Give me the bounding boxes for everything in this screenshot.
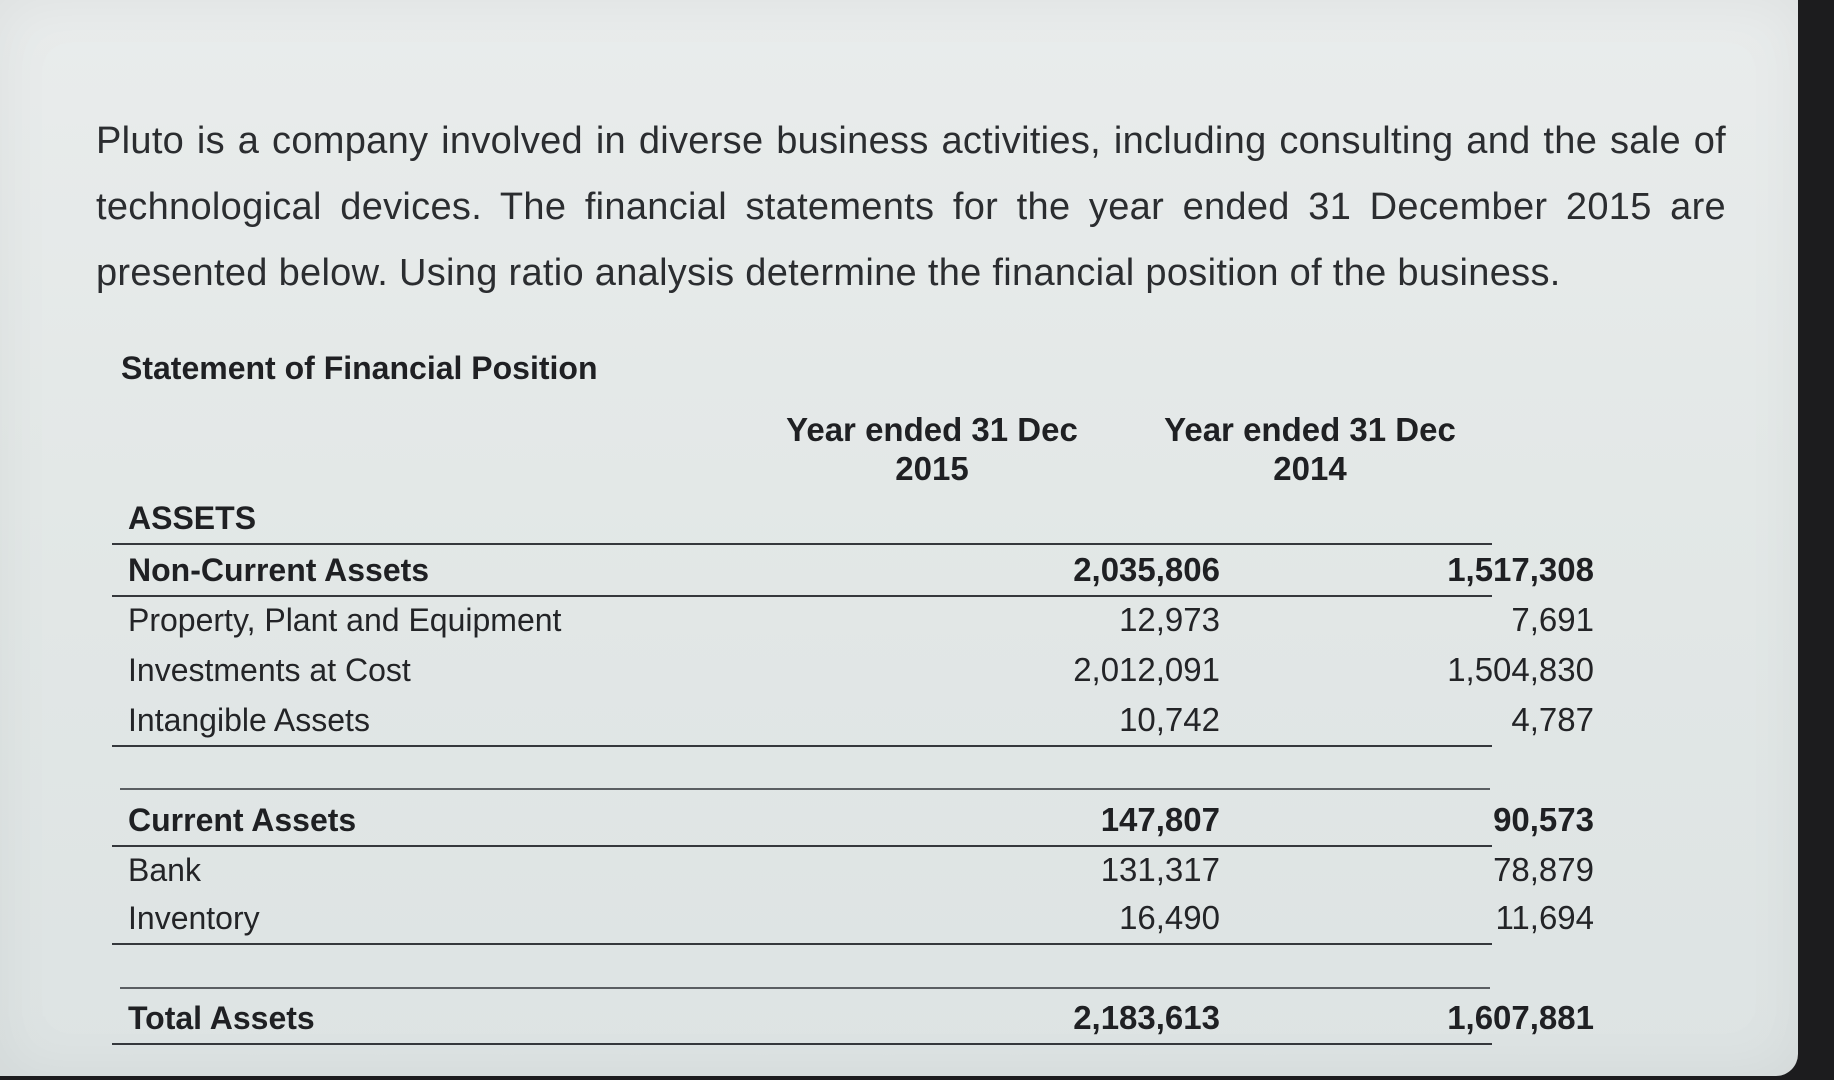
row-label: ASSETS (128, 500, 257, 536)
row-total-assets: Total Assets 2,183,613 1,607,881 (112, 995, 1594, 1045)
row-label: Bank (128, 852, 201, 888)
row-property-plant-equipment: Property, Plant and Equipment 12,973 7,6… (112, 597, 1594, 647)
value-2015: 2,012,091 (1073, 651, 1220, 688)
divider (112, 595, 1492, 597)
column-header-2015: Year ended 31 Dec 2015 (752, 410, 1112, 488)
value-2015: 131,317 (1100, 851, 1220, 888)
row-label: Total Assets (128, 1000, 315, 1036)
row-non-current-assets: Non-Current Assets 2,035,806 1,517,308 (112, 547, 1594, 597)
row-current-assets: Current Assets 147,807 90,573 (112, 797, 1594, 847)
row-label: Inventory (128, 900, 260, 936)
column-header-2014-line1: Year ended 31 Dec (1164, 411, 1456, 448)
row-label: Property, Plant and Equipment (128, 602, 562, 638)
row-intangible-assets: Intangible Assets 10,742 4,787 (112, 697, 1594, 747)
row-investments-at-cost: Investments at Cost 2,012,091 1,504,830 (112, 647, 1594, 697)
value-2014: 78,879 (1493, 851, 1594, 888)
column-header-2014-line2: 2014 (1273, 450, 1347, 487)
section-divider (120, 987, 1490, 989)
intro-paragraph: Pluto is a company involved in diverse b… (96, 120, 1726, 294)
column-header-2015-line1: Year ended 31 Dec (786, 411, 1078, 448)
row-bank: Bank 131,317 78,879 (112, 847, 1594, 897)
value-2015: 2,183,613 (1073, 999, 1220, 1036)
value-2014: 1,504,830 (1447, 651, 1594, 688)
divider (112, 543, 1492, 545)
value-2014: 90,573 (1493, 801, 1594, 838)
row-label: Intangible Assets (128, 702, 370, 738)
divider (112, 943, 1492, 945)
statement-title: Statement of Financial Position (121, 350, 598, 386)
divider (112, 1043, 1492, 1045)
section-divider (120, 788, 1490, 790)
value-2015: 12,973 (1119, 601, 1220, 638)
divider (112, 845, 1492, 847)
value-2014: 1,517,308 (1447, 551, 1594, 588)
value-2014: 4,787 (1511, 701, 1594, 738)
value-2015: 10,742 (1119, 701, 1220, 738)
divider (112, 745, 1492, 747)
row-label: Investments at Cost (128, 652, 411, 688)
value-2014: 11,694 (1495, 899, 1594, 936)
row-label: Current Assets (128, 802, 357, 838)
value-2014: 1,607,881 (1447, 999, 1594, 1036)
row-assets-heading: ASSETS (112, 495, 1492, 545)
row-label: Non-Current Assets (128, 552, 430, 588)
value-2014: 7,691 (1511, 601, 1594, 638)
value-2015: 147,807 (1100, 801, 1220, 838)
screen: Pluto is a company involved in diverse b… (0, 0, 1798, 1076)
column-header-2015-line2: 2015 (895, 450, 969, 487)
row-inventory: Inventory 16,490 11,694 (112, 895, 1594, 945)
value-2015: 2,035,806 (1073, 551, 1220, 588)
value-2015: 16,490 (1119, 899, 1220, 936)
column-header-2014: Year ended 31 Dec 2014 (1130, 410, 1490, 488)
